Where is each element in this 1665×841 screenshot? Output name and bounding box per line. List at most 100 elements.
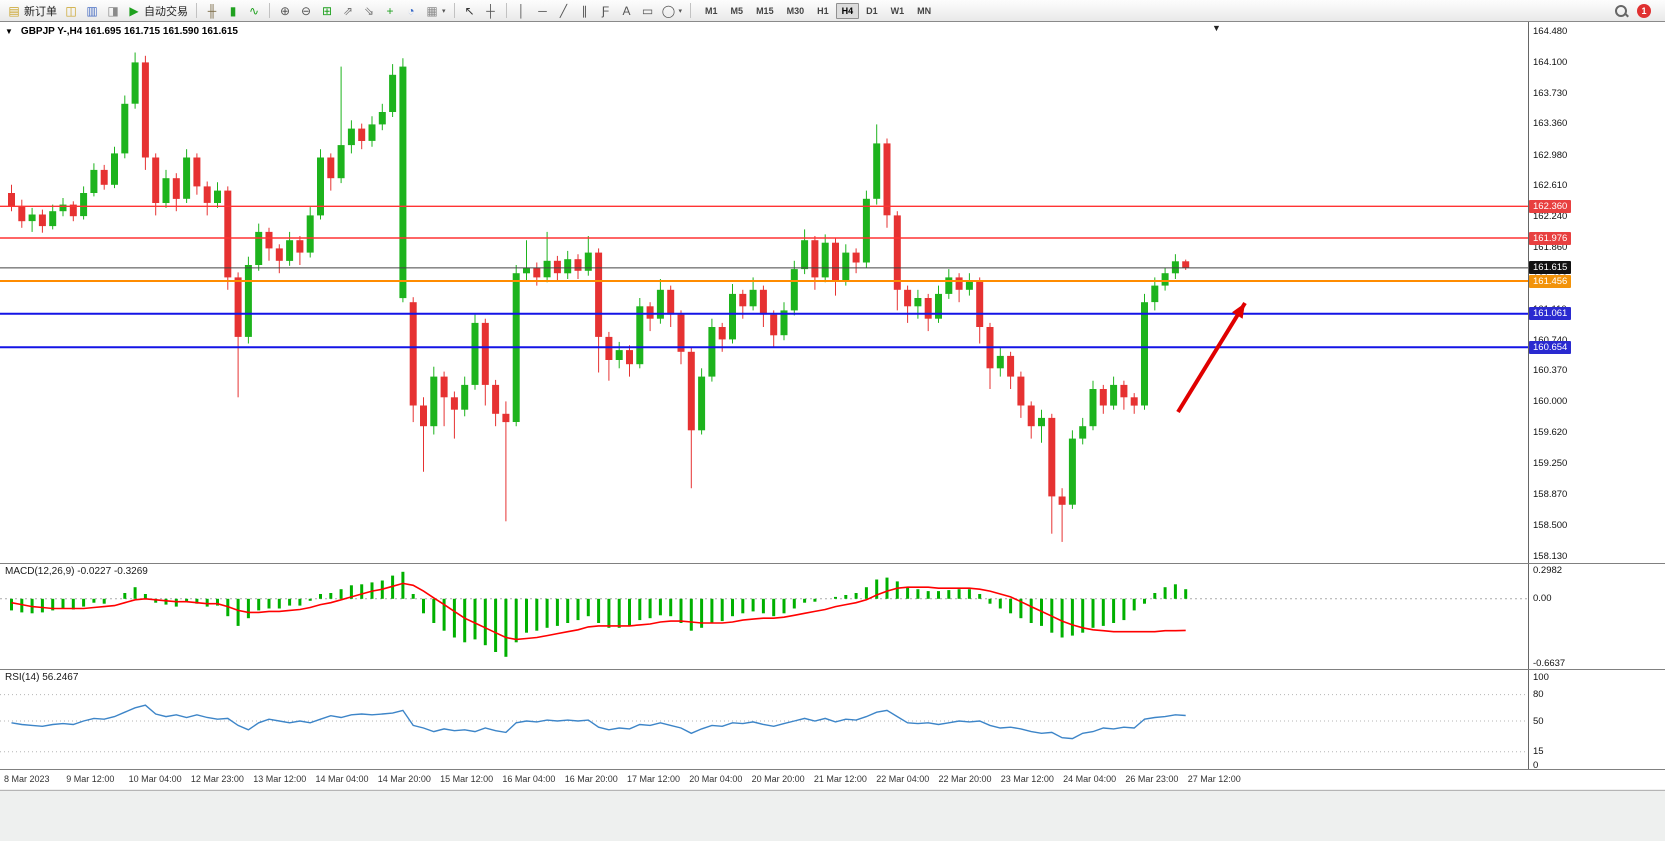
rsi-axis-label: 50 xyxy=(1533,715,1544,727)
rsi-svg[interactable] xyxy=(0,670,1528,769)
new-chart-button[interactable]: ◫ xyxy=(61,2,81,20)
objects-button[interactable]: ⇘ xyxy=(359,2,379,20)
time-axis-label: 14 Mar 04:00 xyxy=(315,774,369,784)
text-button[interactable]: A xyxy=(617,2,637,20)
notification-badge[interactable]: 1 xyxy=(1637,3,1651,18)
panel-separator[interactable] xyxy=(0,669,1665,670)
data-window-icon: ◨ xyxy=(107,3,119,18)
time-axis[interactable]: 8 Mar 2023 9 Mar 12:00 10 Mar 04:00 12 Mar … xyxy=(0,770,1665,789)
text-label-button[interactable]: ▭ xyxy=(638,2,658,20)
data-window-button[interactable]: ◨ xyxy=(103,2,123,20)
autotrading-button-label: 自动交易 xyxy=(144,5,188,18)
price-axis-label: 158.870 xyxy=(1533,489,1568,501)
crosshair-button[interactable]: ┼ xyxy=(481,2,501,20)
macd-panel[interactable]: MACD(12,26,9) -0.0227 -0.3269 xyxy=(0,564,1528,669)
chart-shift-marker[interactable]: ▼ xyxy=(1212,23,1221,33)
vertical-line-icon: │ xyxy=(517,3,526,18)
timeframe-mn[interactable]: MN xyxy=(917,5,932,16)
new-order-button-label: 新订单 xyxy=(24,5,57,18)
periods-button[interactable]: ◔ xyxy=(401,2,421,20)
timeframe-m30[interactable]: M30 xyxy=(786,5,805,16)
main-chart[interactable]: ▼ GBPJP Y-,H4 161.695 161.715 161.590 16… xyxy=(0,22,1528,563)
price-badge: 160.654 xyxy=(1529,340,1572,354)
toolbar-separator xyxy=(196,3,197,18)
tile-windows-button[interactable]: ⊞ xyxy=(317,2,337,20)
time-axis-label: 24 Mar 04:00 xyxy=(1063,774,1117,784)
toolbar-separator xyxy=(269,3,270,18)
new-order-button[interactable]: ▤ 新订单 xyxy=(4,2,60,20)
add-indicator-button[interactable]: + xyxy=(380,2,400,20)
timeframe-m15[interactable]: M15 xyxy=(756,5,774,16)
profiles-button[interactable]: ▥ xyxy=(82,2,102,20)
candles-layer xyxy=(8,52,1190,542)
toolbar-separator xyxy=(505,3,507,18)
channel-button[interactable]: ∥ xyxy=(575,2,595,20)
time-axis-label: 27 Mar 12:00 xyxy=(1187,774,1241,784)
toolbar-separator xyxy=(690,3,692,18)
time-axis-label: 13 Mar 12:00 xyxy=(253,774,307,784)
chart-header: ▼ GBPJP Y-,H4 161.695 161.715 161.590 16… xyxy=(5,26,238,37)
timeframe-d1[interactable]: D1 xyxy=(866,5,878,16)
zoom-out-icon: ⊖ xyxy=(300,3,312,18)
macd-axis-label: 0.00 xyxy=(1533,593,1552,605)
time-axis-label: 22 Mar 04:00 xyxy=(876,774,930,784)
timeframe-bar: M1 M5 M15 M30 H1 H4 D1 W1 MN xyxy=(699,2,937,19)
trendline-button[interactable]: ╱ xyxy=(554,2,574,20)
price-axis-label: 162.240 xyxy=(1533,210,1568,222)
macd-svg[interactable] xyxy=(0,564,1528,669)
macd-axis-label: -0.6637 xyxy=(1533,657,1566,669)
zoom-in-button[interactable]: ⊕ xyxy=(275,2,295,20)
timeframe-m5[interactable]: M5 xyxy=(730,5,744,16)
search-icon[interactable] xyxy=(1614,4,1628,18)
horizontal-line-button[interactable]: ─ xyxy=(533,2,553,20)
price-axis-label: 160.370 xyxy=(1533,365,1568,377)
time-axis-label: 16 Mar 20:00 xyxy=(564,774,618,784)
price-badge: 162.360 xyxy=(1529,199,1572,213)
arrow-annotation xyxy=(1176,301,1247,414)
rsi-line xyxy=(11,704,1186,740)
timeframe-w1[interactable]: W1 xyxy=(890,5,905,16)
macd-axis-label: 0.2982 xyxy=(1533,564,1563,576)
vertical-line-button[interactable]: │ xyxy=(512,2,532,20)
cursor-button[interactable]: ↖ xyxy=(460,2,480,20)
crosshair-icon: ┼ xyxy=(486,3,495,18)
price-badge: 161.456 xyxy=(1529,274,1572,288)
rsi-axis-label: 80 xyxy=(1533,689,1544,701)
panel-separator[interactable] xyxy=(0,563,1665,564)
toolbar: ▤ 新订单 ◫ ▥ ◨ ▶ 自动交易 ╫ ▮ ∿ ⊕ ⊖ ⊞ ⇗ ⇘ + ◔ ▦ ▾ ↖ ┼ │ ─ ╱ ∥ Ƒ A ▭ ◯ ▾ M1 M5… xyxy=(0,0,1665,22)
horizontal-line-icon: ─ xyxy=(538,3,547,18)
indicators-button[interactable]: ⇗ xyxy=(338,2,358,20)
timeframe-m1[interactable]: M1 xyxy=(705,5,718,16)
fibonacci-button[interactable]: Ƒ xyxy=(596,2,616,20)
symbol-ohlc-text: GBPJP Y-,H4 161.695 161.715 161.590 161.… xyxy=(20,26,238,37)
shapes-button[interactable]: ◯ ▾ xyxy=(659,2,686,20)
fibonacci-icon: Ƒ xyxy=(601,3,610,18)
rsi-panel[interactable]: RSI(14) 56.2467 xyxy=(0,670,1528,769)
time-axis-label: 20 Mar 04:00 xyxy=(689,774,743,784)
toolbar-right: 1 xyxy=(1614,3,1661,18)
line-chart-button[interactable]: ∿ xyxy=(244,2,264,20)
price-badge: 161.615 xyxy=(1529,261,1572,275)
price-axis-separator xyxy=(1528,22,1529,769)
time-axis-label: 20 Mar 20:00 xyxy=(751,774,805,784)
rsi-axis-label: 0 xyxy=(1533,759,1539,771)
bar-chart-button[interactable]: ╫ xyxy=(202,2,222,20)
timeframe-h4[interactable]: H4 xyxy=(835,2,860,19)
templates-button[interactable]: ▦ ▾ xyxy=(422,2,449,20)
time-axis-label: 16 Mar 04:00 xyxy=(502,774,556,784)
one-click-trading-toggle[interactable]: ▼ xyxy=(5,27,13,36)
candlestick-chart-button[interactable]: ▮ xyxy=(223,2,243,20)
new-order-icon: ▤ xyxy=(8,3,20,18)
price-axis-label: 158.500 xyxy=(1533,519,1568,531)
price-axis-label: 162.980 xyxy=(1533,149,1568,161)
channel-icon: ∥ xyxy=(581,3,588,18)
price-badge: 161.061 xyxy=(1529,307,1572,321)
main-chart-svg[interactable] xyxy=(0,22,1528,563)
price-axis[interactable]: 164.480 164.100 163.730 163.360 162.980 162.6… xyxy=(1529,22,1665,771)
price-badge: 161.976 xyxy=(1529,231,1572,245)
time-axis-label: 10 Mar 04:00 xyxy=(128,774,182,784)
timeframe-h1[interactable]: H1 xyxy=(817,5,829,16)
autotrading-button[interactable]: ▶ 自动交易 xyxy=(124,2,191,20)
zoom-out-button[interactable]: ⊖ xyxy=(296,2,316,20)
price-axis-label: 163.360 xyxy=(1533,118,1568,130)
